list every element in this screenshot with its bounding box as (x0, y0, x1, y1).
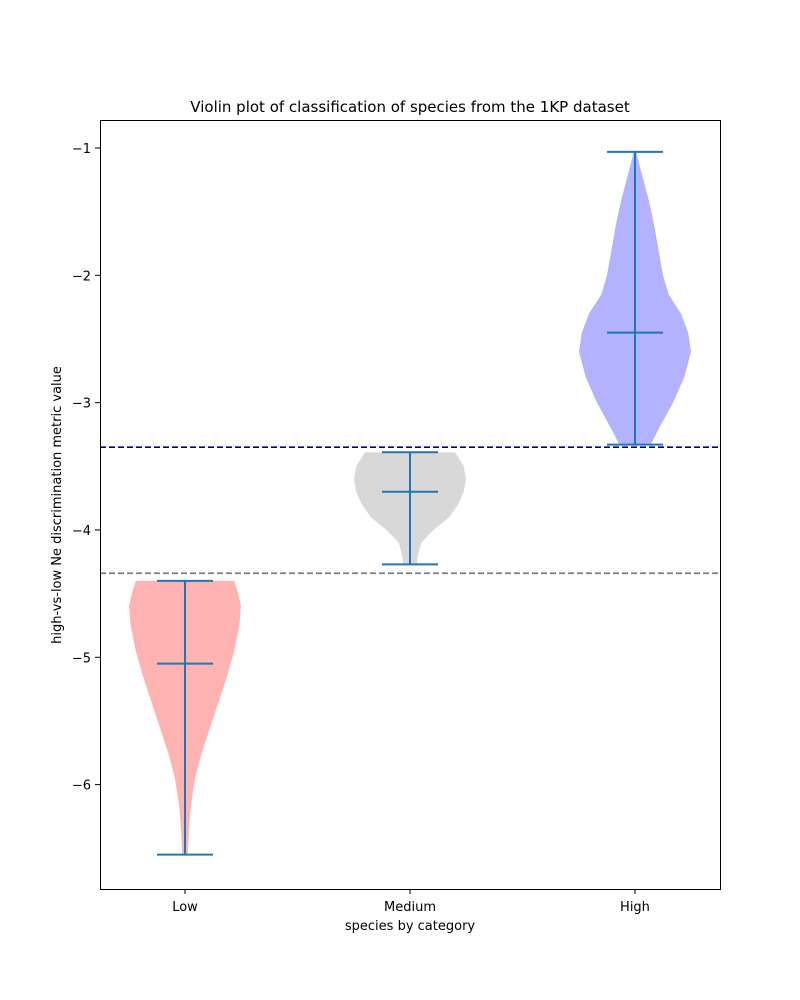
y-tick-label: −5 (72, 651, 91, 666)
chart-title: Violin plot of classification of species… (190, 98, 630, 116)
y-tick-label: −2 (72, 269, 91, 284)
y-tick-label: −3 (72, 397, 91, 412)
reference-lines (100, 446, 720, 575)
y-tick-label: −6 (72, 779, 91, 794)
y-axis: −6 −5 −4 −3 −2 −1 (72, 142, 100, 794)
violin-whiskers (157, 150, 663, 856)
y-tick-label: −4 (72, 524, 91, 539)
x-tick-label-high: High (620, 900, 650, 915)
x-tick-label-low: Low (172, 900, 198, 915)
x-tick-label-medium: Medium (384, 900, 436, 915)
x-axis: Low Medium High (172, 889, 650, 915)
y-tick-label: −1 (72, 142, 91, 157)
y-axis-label: high-vs-low Ne discrimination metric val… (50, 366, 65, 644)
x-axis-label: species by category (345, 919, 476, 934)
